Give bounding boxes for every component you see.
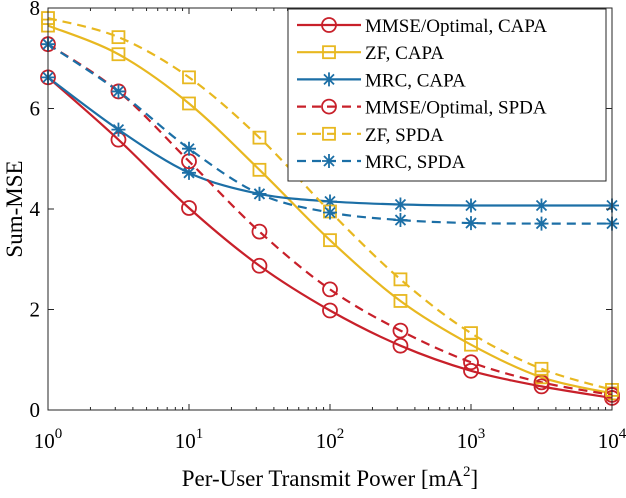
legend-entry-6: MRC, SPDA (297, 152, 466, 173)
series-4-point-5 (322, 281, 338, 298)
series-line-4 (47, 43, 613, 397)
series-markers-3 (41, 70, 619, 213)
y-tick-label-1: 0 (30, 398, 41, 422)
legend-entry-4: MMSE/Optimal, SPDA (297, 98, 547, 119)
series-5-point-6 (393, 272, 408, 287)
series-2-point-3 (182, 96, 196, 111)
series-1-point-8 (533, 378, 550, 395)
plot-frame (47, 7, 613, 411)
x-tick-label-1: 100 (34, 426, 63, 453)
series-line-2 (47, 24, 613, 395)
x-tick-label-4: 103 (457, 426, 486, 453)
series-3-point-8 (534, 198, 549, 213)
series-6-point-5 (323, 205, 337, 220)
series-6-point-6 (393, 213, 408, 228)
series-5-point-8 (534, 361, 549, 376)
legend-marker-2 (322, 45, 336, 60)
legend-label-5: ZF, SPDA (365, 125, 444, 146)
y-tick-label-2: 2 (30, 298, 41, 322)
series-1-point-7 (463, 362, 479, 379)
y-tick-label-5: 8 (30, 0, 41, 20)
series-6-point-8 (534, 216, 549, 231)
x-axis-label-suffix: ] (471, 466, 479, 491)
series-6-point-7 (464, 216, 478, 231)
x-axis-label: Per-User Transmit Power [mA2] (182, 464, 478, 491)
legend-label-4: MMSE/Optimal, SPDA (365, 98, 547, 119)
legend-marker-1 (321, 17, 337, 33)
y-tick-label-4: 6 (30, 97, 41, 121)
series-1-point-4 (251, 257, 268, 274)
series-3-point-6 (393, 197, 408, 212)
series-line-1 (47, 76, 613, 400)
series-6-point-4 (252, 186, 267, 201)
x-tick-label-5: 104 (598, 426, 626, 453)
legend-marker-5 (322, 126, 336, 141)
legend-label-6: MRC, SPDA (365, 152, 466, 173)
x-tick-label-2: 101 (175, 426, 204, 453)
legend-entry-5: ZF, SPDA (297, 125, 444, 146)
tick-labels: 100 101 102 103 104 0 2 4 6 8 (30, 0, 626, 453)
series-5-point-3 (182, 70, 196, 85)
series-2-point-6 (393, 294, 408, 308)
x-axis-label-superscript: 2 (463, 464, 471, 480)
series-1-point-3 (181, 200, 197, 216)
series-5-point-4 (252, 130, 267, 145)
series-4-point-7 (463, 354, 479, 371)
y-axis-label: Sum-MSE (2, 160, 27, 257)
series-2-point-4 (252, 162, 267, 177)
series-3-point-5 (323, 194, 337, 209)
legend-marker-6 (322, 154, 336, 168)
legend-entry-2: ZF, CAPA (297, 43, 444, 64)
series-3-point-3 (182, 165, 196, 180)
series-3-point-2 (111, 122, 126, 137)
series-4-point-4 (251, 223, 268, 240)
legend: MMSE/Optimal, CAPA ZF, CAPA MRC, CAPA MMSE/… (287, 8, 607, 182)
series-6-point-3 (182, 141, 196, 156)
legend-label-2: ZF, CAPA (365, 43, 444, 64)
legend-label-3: MRC, CAPA (365, 70, 466, 91)
series-5-point-7 (464, 326, 478, 341)
series-2-point-5 (323, 233, 337, 248)
series-4-point-6 (392, 322, 409, 339)
series-markers (40, 11, 620, 406)
series-3-point-7 (464, 198, 478, 213)
legend-entry-3: MRC, CAPA (297, 70, 466, 91)
legend-marker-4 (321, 98, 337, 115)
legend-label-1: MMSE/Optimal, CAPA (365, 16, 547, 37)
series-1-point-6 (392, 337, 409, 354)
series-1-point-5 (322, 302, 338, 319)
legend-entry-1: MMSE/Optimal, CAPA (297, 16, 547, 37)
series-6-point-2 (111, 84, 126, 99)
legend-marker-3 (322, 72, 336, 87)
x-tick-label-3: 102 (316, 426, 345, 453)
x-axis-label-main: Per-User Transmit Power [mA (182, 466, 464, 491)
series-5-point-2 (111, 30, 126, 45)
legend-box (287, 8, 607, 182)
series-2-point-2 (111, 47, 126, 62)
y-tick-label-3: 4 (30, 197, 41, 221)
